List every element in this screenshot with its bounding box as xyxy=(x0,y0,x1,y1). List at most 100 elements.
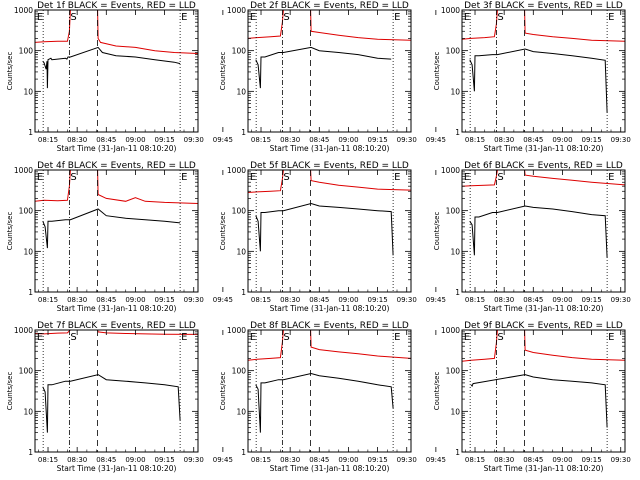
y-tick-label: 1000 xyxy=(441,6,460,15)
y-tick-label: 1000 xyxy=(441,166,460,175)
x-tick-label: 08:45 xyxy=(96,296,116,304)
y-tick-label: 1000 xyxy=(227,326,246,335)
x-tick-label: 09:15 xyxy=(367,296,387,304)
x-tick-label: 09:00 xyxy=(338,456,358,464)
x-tick-label: 09:30 xyxy=(184,296,204,304)
x-tick-label: 09:15 xyxy=(581,296,601,304)
time-marker-label: E xyxy=(181,332,187,343)
x-tick-label: 08:30 xyxy=(494,456,514,464)
plot-frame xyxy=(461,329,626,453)
plot-frame xyxy=(461,169,626,293)
x-tick-label: 09:45 xyxy=(426,296,446,304)
y-tick-label: 100 xyxy=(19,47,34,56)
events-series-line xyxy=(469,48,608,113)
lld-series-line xyxy=(248,10,411,41)
time-marker-label: E xyxy=(181,12,187,23)
y-tick-label: 1000 xyxy=(14,6,33,15)
y-axis-label: Counts/sec xyxy=(6,52,14,91)
x-tick-label: 08:45 xyxy=(523,456,543,464)
plot-frame xyxy=(34,9,199,133)
x-tick-label: 09:45 xyxy=(213,456,233,464)
x-tick-label: 09:45 xyxy=(213,296,233,304)
x-tick-label: 09:30 xyxy=(611,136,631,144)
y-tick-label: 1 xyxy=(241,448,246,457)
x-tick-label: 08:15 xyxy=(251,136,271,144)
x-tick-label: 09:30 xyxy=(184,136,204,144)
y-tick-label: 1000 xyxy=(14,166,33,175)
chart-title: Det 4f BLACK = Events, RED = LLD xyxy=(37,161,196,171)
y-tick-label: 10 xyxy=(236,247,246,256)
y-tick-label: 1000 xyxy=(441,326,460,335)
time-marker-label: E xyxy=(608,332,614,343)
time-marker-label: E xyxy=(394,172,400,183)
y-tick-label: 1 xyxy=(28,288,33,297)
y-axis-label: Counts/sec xyxy=(219,52,227,91)
x-axis-label: Start Time (31-Jan-11 08:10:20) xyxy=(57,304,177,313)
x-tick-label: 08:30 xyxy=(67,296,87,304)
x-tick-label: 08:30 xyxy=(280,296,300,304)
x-tick-label: 09:00 xyxy=(125,456,145,464)
x-axis-label: Start Time (31-Jan-11 08:10:20) xyxy=(270,304,390,313)
y-tick-label: 100 xyxy=(232,207,247,216)
plot-frame xyxy=(34,169,199,293)
x-tick-label: 08:30 xyxy=(494,136,514,144)
x-tick-label: 08:30 xyxy=(280,136,300,144)
y-axis-label: Counts/sec xyxy=(6,212,14,251)
x-tick-label: 08:30 xyxy=(67,456,87,464)
x-axis-label: Start Time (31-Jan-11 08:10:20) xyxy=(57,464,177,473)
x-tick-label: 08:15 xyxy=(251,456,271,464)
x-tick-label: 08:15 xyxy=(38,456,58,464)
plot-frame xyxy=(34,329,199,453)
x-tick-label: 09:00 xyxy=(125,136,145,144)
x-axis-label: Start Time (31-Jan-11 08:10:20) xyxy=(484,464,604,473)
events-series-line xyxy=(469,205,608,258)
x-tick-label: 09:30 xyxy=(397,296,417,304)
time-marker-label: S xyxy=(283,12,289,23)
time-marker-label: E xyxy=(464,332,470,343)
x-tick-label: 08:45 xyxy=(523,296,543,304)
time-marker-label: S xyxy=(283,332,289,343)
y-tick-label: 1000 xyxy=(227,6,246,15)
events-series-line xyxy=(42,208,181,249)
x-tick-label: 08:45 xyxy=(309,136,329,144)
x-tick-label: 08:15 xyxy=(251,296,271,304)
time-marker-label: E xyxy=(608,172,614,183)
x-tick-label: 09:45 xyxy=(213,136,233,144)
y-axis-label: Counts/sec xyxy=(6,372,14,411)
y-tick-label: 10 xyxy=(450,407,460,416)
x-tick-label: 09:00 xyxy=(125,296,145,304)
y-tick-label: 100 xyxy=(19,367,34,376)
x-tick-label: 09:15 xyxy=(367,136,387,144)
events-series-line xyxy=(255,202,394,256)
time-marker-label: S xyxy=(283,172,289,183)
time-marker-label: E xyxy=(250,172,256,183)
x-axis-label: Start Time (31-Jan-11 08:10:20) xyxy=(57,144,177,153)
time-marker-label: E xyxy=(608,12,614,23)
x-tick-label: 09:00 xyxy=(338,136,358,144)
y-tick-label: 100 xyxy=(232,47,247,56)
x-axis-label: Start Time (31-Jan-11 08:10:20) xyxy=(270,464,390,473)
y-tick-label: 100 xyxy=(446,207,461,216)
events-series-line xyxy=(42,46,181,89)
plot-frame xyxy=(247,329,412,453)
time-marker-label: S xyxy=(70,12,76,23)
y-tick-label: 100 xyxy=(232,367,247,376)
lld-series-line xyxy=(248,330,411,361)
y-tick-label: 100 xyxy=(446,47,461,56)
y-tick-label: 1 xyxy=(28,448,33,457)
y-tick-label: 100 xyxy=(446,367,461,376)
events-series-line xyxy=(470,374,608,428)
x-tick-label: 09:00 xyxy=(338,296,358,304)
time-marker-label: S xyxy=(497,332,503,343)
x-tick-label: 08:30 xyxy=(280,456,300,464)
chart-title: Det 7f BLACK = Events, RED = LLD xyxy=(37,321,196,331)
x-tick-label: 08:45 xyxy=(96,456,116,464)
x-tick-label: 09:15 xyxy=(367,456,387,464)
chart-title: Det 8f BLACK = Events, RED = LLD xyxy=(250,321,409,331)
x-axis-label: Start Time (31-Jan-11 08:10:20) xyxy=(484,144,604,153)
